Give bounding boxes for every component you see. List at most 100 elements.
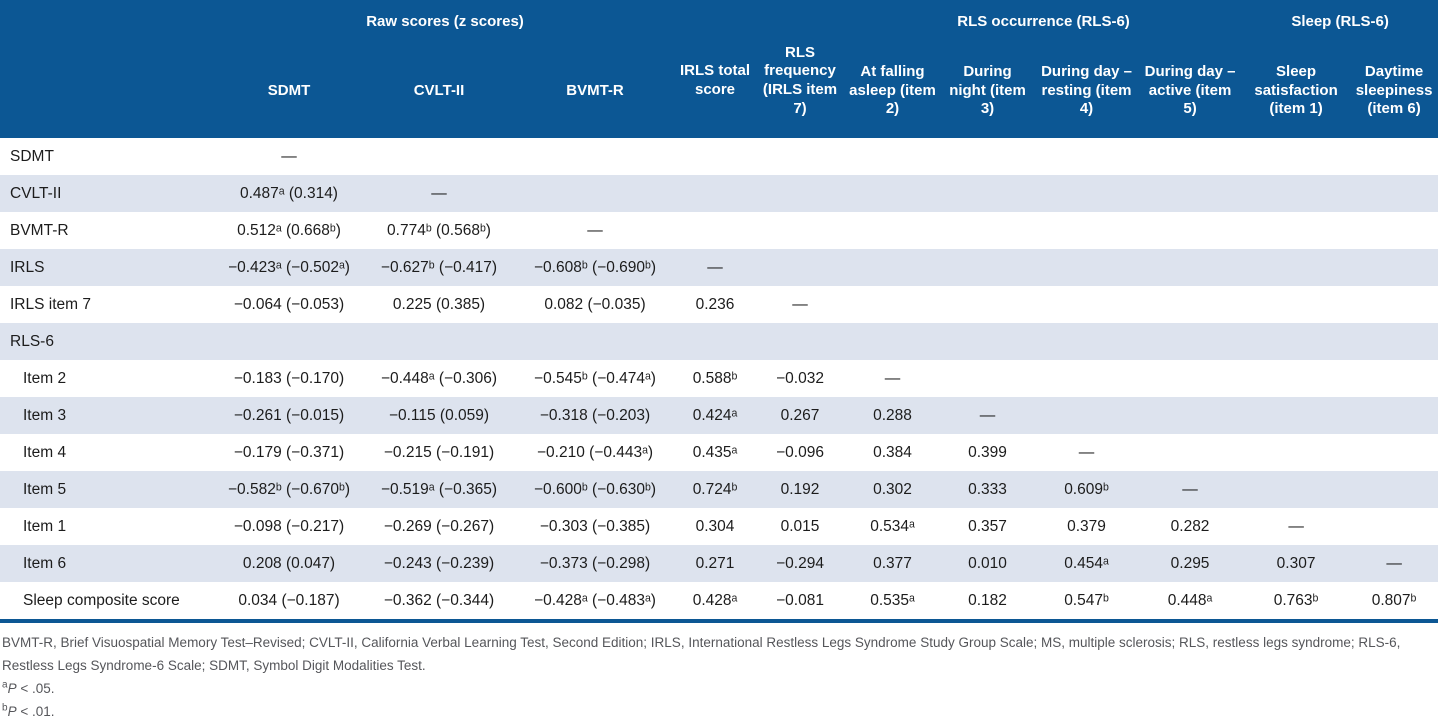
value-cell: 0.208 (0.047) <box>242 554 336 572</box>
table-row: BVMT-R 0.512ᵃ (0.668ᵇ) 0.774ᵇ (0.568ᵇ) — <box>0 212 1438 249</box>
note-b-text: < .01. <box>16 703 55 719</box>
table-row: Item 2 −0.183 (−0.170) −0.448ᵃ (−0.306) −0.… <box>0 360 1438 397</box>
value-cell <box>1350 471 1438 508</box>
pvalue-note-a: aP < .05. <box>2 678 1436 701</box>
value-cell: 0.807ᵇ <box>1371 591 1417 609</box>
row-label: Item 1 <box>23 517 67 535</box>
value-cell: — <box>1386 554 1402 572</box>
value-cell: −0.608ᵇ (−0.690ᵇ) <box>534 258 657 276</box>
value-cell: — <box>884 369 901 387</box>
value-cell <box>845 323 940 360</box>
value-cell: −0.064 (−0.053) <box>233 295 345 313</box>
value-cell <box>1138 360 1242 397</box>
value-cell: −0.210 (−0.443ᵃ) <box>536 443 654 461</box>
value-cell <box>845 286 940 323</box>
value-cell: −0.448ᵃ (−0.306) <box>380 369 498 387</box>
col-sdmt: SDMT <box>215 44 363 138</box>
value-cell: 0.082 (−0.035) <box>544 295 646 313</box>
value-cell: — <box>587 221 603 239</box>
value-cell: −0.545ᵇ (−0.474ᵃ) <box>534 369 656 387</box>
row-label: Item 6 <box>23 554 67 572</box>
value-cell <box>755 138 845 175</box>
group-sleep: Sleep (RLS-6) <box>1242 0 1438 44</box>
table-row: SDMT — <box>0 138 1438 175</box>
value-cell <box>1035 249 1138 286</box>
value-cell <box>845 212 940 249</box>
value-cell <box>1242 323 1350 360</box>
value-cell: 0.333 <box>968 480 1007 498</box>
value-cell: −0.243 (−0.239) <box>383 554 495 572</box>
value-cell <box>1350 434 1438 471</box>
value-cell: 0.763ᵇ <box>1273 591 1319 609</box>
value-cell <box>1138 212 1242 249</box>
value-cell: −0.294 <box>776 554 824 572</box>
value-cell: 0.192 <box>780 480 820 498</box>
value-cell: — <box>979 406 996 424</box>
value-cell: −0.261 (−0.015) <box>233 406 345 424</box>
value-cell: 0.379 <box>1067 517 1106 535</box>
value-cell <box>755 323 845 360</box>
value-cell: — <box>281 147 297 165</box>
value-cell <box>1242 286 1350 323</box>
value-cell <box>1350 286 1438 323</box>
value-cell <box>1350 323 1438 360</box>
value-cell <box>1350 249 1438 286</box>
value-cell <box>1242 138 1350 175</box>
value-cell: — <box>1078 443 1095 461</box>
value-cell <box>1242 471 1350 508</box>
footnotes-section: BVMT-R, Brief Visuospatial Memory Test–R… <box>0 623 1438 728</box>
value-cell <box>1138 397 1242 434</box>
col-sleep-satisfaction: Sleep satisfaction (item 1) <box>1242 44 1351 138</box>
value-cell: 0.535ᵃ <box>870 591 915 609</box>
abbreviations-note: BVMT-R, Brief Visuospatial Memory Test–R… <box>2 635 1401 673</box>
col-irls-total-score: IRLS total score <box>675 0 756 138</box>
row-label: SDMT <box>10 147 54 165</box>
value-cell <box>675 138 755 175</box>
value-cell <box>1242 360 1350 397</box>
value-cell <box>940 249 1035 286</box>
table-header: Raw scores (z scores) IRLS total score R… <box>0 0 1438 138</box>
table-row: RLS-6 <box>0 323 1438 360</box>
value-cell: 0.236 <box>695 295 735 313</box>
value-cell <box>1242 434 1350 471</box>
table-row: Item 4 −0.179 (−0.371) −0.215 (−0.191) −0.2… <box>0 434 1438 471</box>
value-cell <box>1242 397 1350 434</box>
value-cell <box>1242 249 1350 286</box>
value-cell <box>1138 323 1242 360</box>
value-cell <box>940 212 1035 249</box>
value-cell: 0.302 <box>873 480 912 498</box>
value-cell: — <box>1182 480 1198 498</box>
column-header-row: SDMT CVLT-II BVMT-R At falling asleep (i… <box>0 44 1438 138</box>
value-cell <box>1035 138 1138 175</box>
group-raw-scores: Raw scores (z scores) <box>215 0 676 44</box>
value-cell: −0.081 <box>776 591 824 609</box>
corner-cell <box>0 0 215 138</box>
value-cell: −0.582ᵇ (−0.670ᵇ) <box>227 480 350 498</box>
value-cell <box>215 323 363 360</box>
value-cell: −0.428ᵃ (−0.483ᵃ) <box>534 591 656 609</box>
row-label: Item 3 <box>23 406 67 424</box>
value-cell <box>1350 360 1438 397</box>
value-cell <box>1350 508 1438 545</box>
value-cell <box>1350 175 1438 212</box>
value-cell: −0.303 (−0.385) <box>539 517 651 535</box>
table-body: SDMT — CVLT-II 0.487ᵃ (0.314) — BVMT-R 0.512ᵃ … <box>0 138 1438 619</box>
value-cell: 0.428ᵃ <box>692 591 738 609</box>
table-row: IRLS −0.423ᵃ (−0.502ᵃ) −0.627ᵇ (−0.417) −0.… <box>0 249 1438 286</box>
bottom-rule <box>0 619 1438 623</box>
value-cell <box>1350 138 1438 175</box>
value-cell <box>1138 286 1242 323</box>
table-row: CVLT-II 0.487ᵃ (0.314) — <box>0 175 1438 212</box>
value-cell <box>1035 212 1138 249</box>
value-cell: 0.774ᵇ (0.568ᵇ) <box>387 221 491 239</box>
value-cell <box>940 175 1035 212</box>
value-cell <box>940 360 1035 397</box>
value-cell <box>1035 323 1138 360</box>
pvalue-note-b: bP < .01. <box>2 701 1436 724</box>
value-cell: −0.179 (−0.371) <box>233 443 345 461</box>
value-cell: 0.435ᵃ <box>692 443 738 461</box>
note-b-marker: b <box>2 702 8 714</box>
value-cell: 0.295 <box>1170 554 1210 572</box>
table-row: Item 3 −0.261 (−0.015) −0.115 (0.059) −0.31… <box>0 397 1438 434</box>
value-cell <box>675 323 755 360</box>
